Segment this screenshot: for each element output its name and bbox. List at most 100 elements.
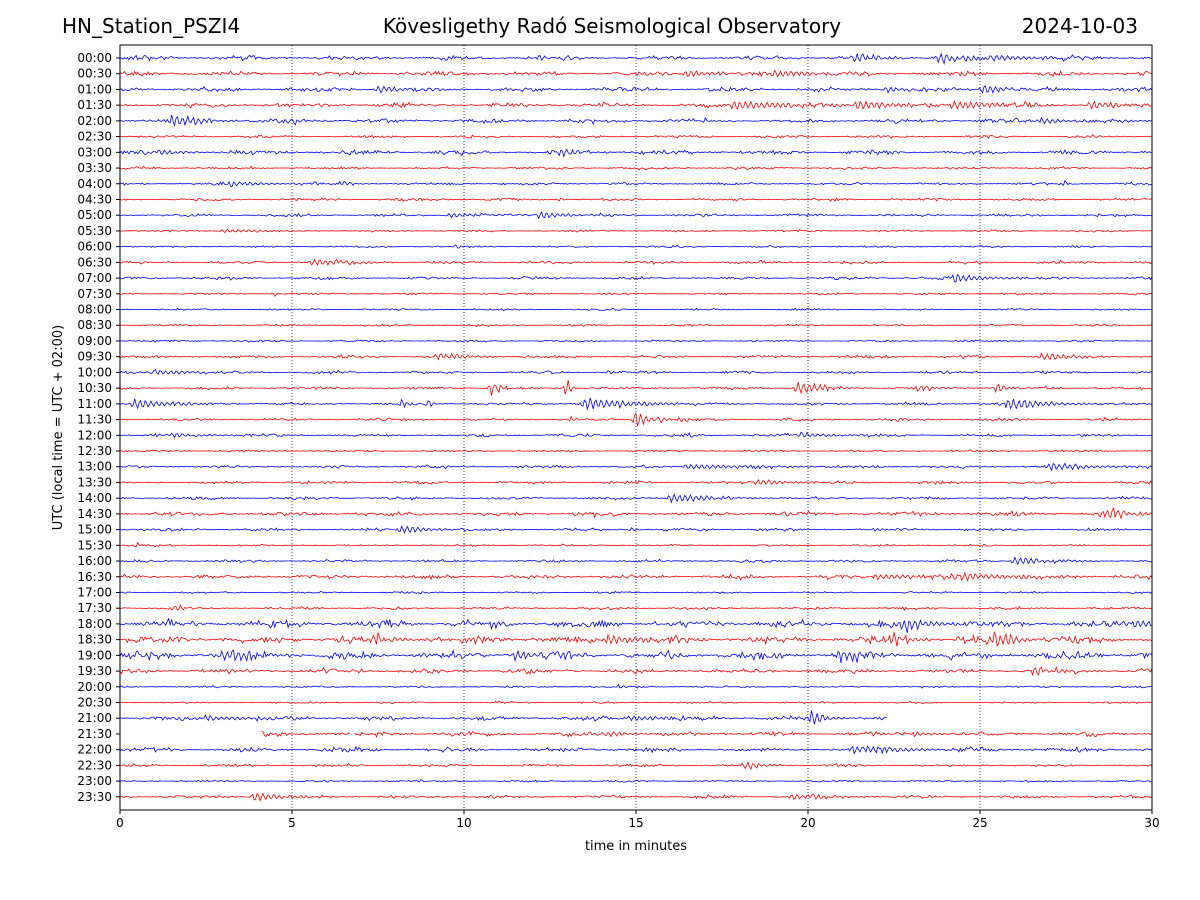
trace-2230 [119,760,1153,771]
trace-2030 [119,700,1153,705]
y-tick-label: 23:00 [77,774,112,788]
x-tick-label: 10 [456,816,471,830]
y-axis-label: UTC (local time = UTC + 02:00) [51,325,66,530]
observatory-title: Kövesligethy Radó Seismological Observat… [382,14,842,38]
y-tick-label: 17:00 [77,585,112,599]
trace-1530 [119,541,1153,548]
y-tick-label: 11:30 [77,413,112,427]
x-tick-label: 5 [288,816,296,830]
trace-2000 [119,683,1153,689]
y-tick-label: 18:30 [77,633,112,647]
traces-group [119,52,1153,802]
y-tick-label: 02:30 [77,130,112,144]
y-tick-label: 06:30 [77,255,112,269]
x-axis: 0 5 10 15 20 25 30 [116,810,1160,830]
trace-1430 [119,507,1153,520]
trace-1800 [119,617,1153,633]
trace-0400 [119,179,1153,188]
y-tick-label: 07:00 [77,271,112,285]
trace-1330 [119,479,1153,486]
trace-0130 [119,100,1153,111]
trace-1030 [119,379,1153,396]
trace-2300 [119,779,1153,783]
trace-2130 [261,730,1153,738]
y-tick-label: 20:30 [77,696,112,710]
y-tick-label: 21:30 [77,727,112,741]
grid-lines [291,45,981,810]
trace-0730 [120,292,1153,297]
trace-0030 [119,69,1153,78]
trace-1400 [120,493,1153,504]
y-tick-label: 00:00 [77,51,112,65]
trace-1000 [119,368,1153,375]
y-tick-label: 22:30 [77,758,112,772]
y-tick-label: 23:30 [77,790,112,804]
y-tick-label: 19:00 [77,648,112,662]
y-tick-label: 09:30 [77,350,112,364]
trace-0000 [119,52,1152,65]
trace-0300 [119,148,1153,158]
y-tick-label: 14:30 [77,507,112,521]
y-tick-label: 10:30 [77,381,112,395]
station-title: HN_Station_PSZI4 [62,14,241,38]
trace-2100 [120,710,887,725]
x-tick-label: 0 [116,816,124,830]
y-tick-label: 16:30 [77,570,112,584]
trace-0830 [119,323,1153,328]
trace-0800 [119,307,1153,312]
y-tick-label: 05:00 [77,208,112,222]
y-tick-label: 15:30 [77,538,112,552]
trace-1300 [119,462,1153,472]
x-tick-label: 25 [972,816,987,830]
y-tick-label: 04:30 [77,192,112,206]
y-tick-label: 22:00 [77,743,112,757]
y-tick-label: 01:30 [77,98,112,112]
trace-1630 [119,572,1153,582]
y-tick-label: 13:00 [77,460,112,474]
trace-0430 [119,197,1153,202]
trace-2200 [119,745,1153,755]
y-tick-label: 06:00 [77,240,112,254]
y-tick-label: 00:30 [77,67,112,81]
y-tick-label: 08:30 [77,318,112,332]
y-tick-label: 12:30 [77,444,112,458]
trace-1600 [119,556,1153,566]
trace-1700 [119,590,1153,595]
y-tick-label: 03:00 [77,145,112,159]
x-tick-label: 15 [628,816,643,830]
trace-1230 [119,449,1153,453]
trace-1830 [119,631,1153,647]
x-tick-label: 30 [1144,816,1159,830]
trace-0200 [119,114,1153,128]
trace-1900 [119,648,1153,663]
trace-0230 [119,133,1153,139]
trace-0100 [119,85,1153,94]
y-tick-label: 11:00 [77,397,112,411]
trace-0600 [119,244,1152,249]
y-tick-label: 19:30 [77,664,112,678]
trace-2330 [119,792,1153,802]
trace-0700 [119,273,1153,283]
trace-1730 [119,604,1153,612]
y-tick-label: 02:00 [77,114,112,128]
y-tick-label: 13:30 [77,475,112,489]
y-tick-label: 08:00 [77,303,112,317]
y-tick-label: 18:00 [77,617,112,631]
y-tick-label: 10:00 [77,365,112,379]
x-axis-label: time in minutes [585,839,687,854]
trace-0330 [119,165,1153,171]
y-tick-label: 14:00 [77,491,112,505]
trace-1130 [119,412,1153,427]
trace-1930 [119,665,1153,677]
y-tick-label: 01:00 [77,82,112,96]
x-tick-label: 20 [800,816,815,830]
trace-0500 [120,210,1153,220]
y-tick-label: 03:30 [77,161,112,175]
y-tick-label: 12:00 [77,428,112,442]
trace-1200 [119,431,1152,439]
y-tick-label: 04:00 [77,177,112,191]
y-tick-label: 20:00 [77,680,112,694]
trace-0630 [119,258,1153,267]
